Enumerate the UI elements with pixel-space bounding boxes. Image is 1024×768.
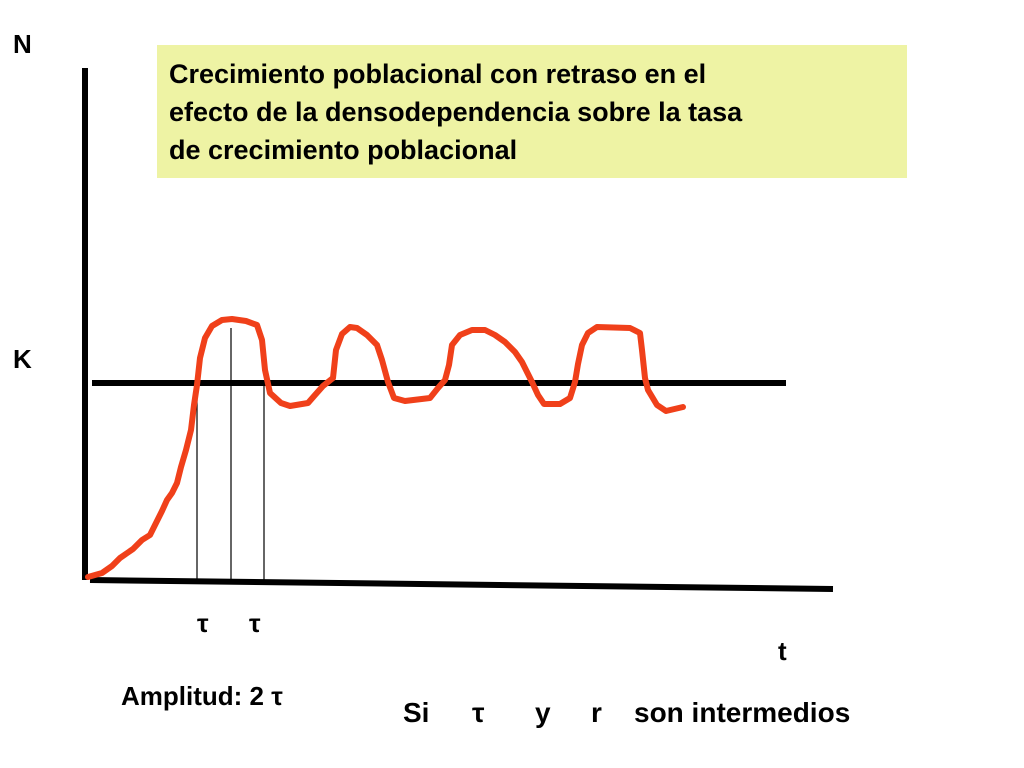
- x-axis-label: t: [778, 636, 787, 666]
- population-curve: [85, 316, 686, 580]
- amplitude-text: Amplitud: 2 τ: [121, 681, 283, 711]
- title-line-3: de crecimiento poblacional: [169, 135, 518, 165]
- condition-y: y: [535, 697, 551, 728]
- title-line-1: Crecimiento poblacional con retraso en e…: [169, 59, 707, 89]
- k-label: K: [13, 344, 32, 374]
- tau-tick-2: τ: [249, 608, 261, 638]
- title-line-2: efecto de la densodependencia sobre la t…: [169, 97, 743, 127]
- condition-si: Si: [403, 697, 430, 728]
- condition-tau: τ: [472, 697, 485, 728]
- title-box: Crecimiento poblacional con retraso en e…: [157, 45, 907, 178]
- tau-tick-1: τ: [197, 608, 209, 638]
- condition-suffix: son intermedios: [634, 697, 851, 728]
- x-axis: [89, 577, 834, 592]
- condition-r: r: [591, 697, 602, 728]
- y-axis-label: N: [13, 29, 32, 59]
